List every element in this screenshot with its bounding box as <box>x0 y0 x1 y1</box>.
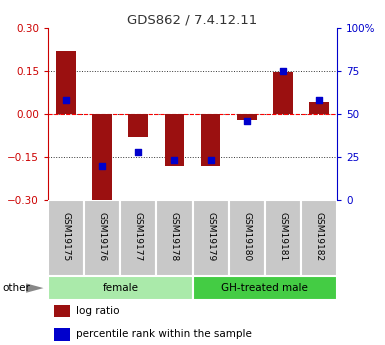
Text: GSM19176: GSM19176 <box>98 212 107 261</box>
Bar <box>301 200 337 276</box>
Bar <box>201 114 221 166</box>
Point <box>244 118 250 124</box>
Bar <box>92 114 112 206</box>
Point <box>208 158 214 163</box>
Bar <box>273 72 293 114</box>
Bar <box>120 200 156 276</box>
Bar <box>309 102 329 114</box>
Bar <box>192 200 229 276</box>
Point <box>171 158 177 163</box>
Text: percentile rank within the sample: percentile rank within the sample <box>75 329 251 339</box>
Title: GDS862 / 7.4.12.11: GDS862 / 7.4.12.11 <box>127 13 258 27</box>
Text: GSM19182: GSM19182 <box>314 212 323 261</box>
Bar <box>56 51 76 114</box>
Bar <box>129 114 148 137</box>
Text: GSM19177: GSM19177 <box>134 212 143 261</box>
Text: other: other <box>2 283 30 293</box>
Text: GSM19180: GSM19180 <box>242 212 251 261</box>
Text: GH-treated male: GH-treated male <box>221 283 308 293</box>
Bar <box>265 200 301 276</box>
Point <box>63 97 69 103</box>
Bar <box>48 276 192 300</box>
Bar <box>229 200 265 276</box>
Point <box>316 97 322 103</box>
Bar <box>164 114 184 166</box>
Bar <box>48 200 84 276</box>
Text: GSM19179: GSM19179 <box>206 212 215 261</box>
Bar <box>156 200 192 276</box>
Text: GSM19181: GSM19181 <box>278 212 287 261</box>
Point <box>99 163 105 168</box>
Text: GSM19175: GSM19175 <box>62 212 71 261</box>
Text: GSM19178: GSM19178 <box>170 212 179 261</box>
Bar <box>54 305 70 317</box>
Bar <box>237 114 256 120</box>
Polygon shape <box>26 283 44 293</box>
Point <box>135 149 141 155</box>
Bar <box>192 276 337 300</box>
Text: log ratio: log ratio <box>75 306 119 316</box>
Text: female: female <box>102 283 138 293</box>
Bar <box>84 200 120 276</box>
Point <box>280 68 286 73</box>
Bar <box>54 328 70 341</box>
